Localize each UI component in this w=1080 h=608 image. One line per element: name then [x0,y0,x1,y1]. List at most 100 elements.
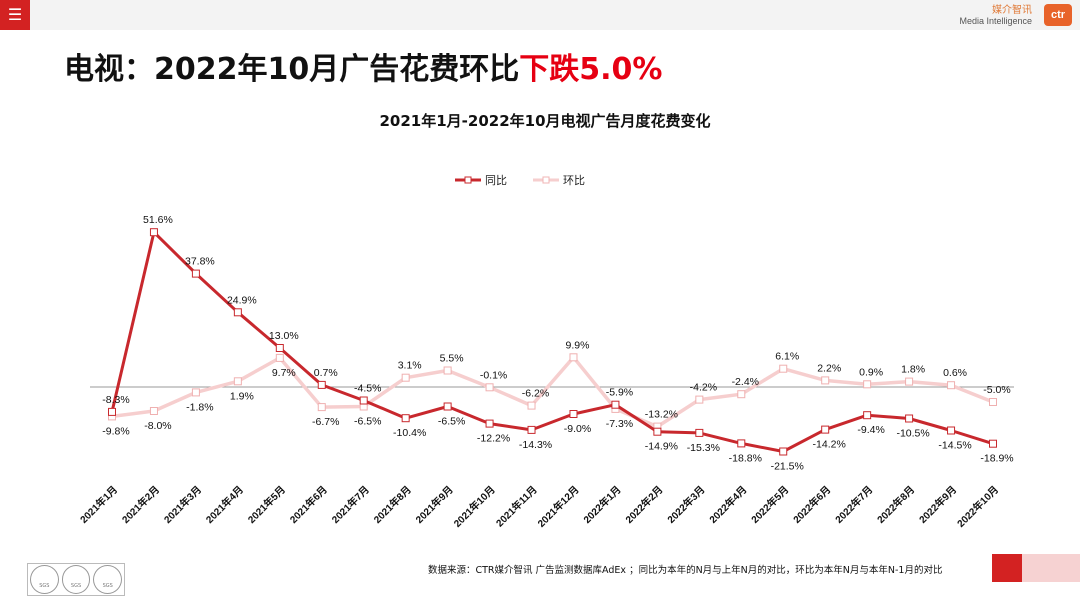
data-point-yoy [779,447,788,456]
x-tick-label: 2021年5月 [245,483,288,526]
data-point-yoy [863,411,872,420]
data-label-mom: -6.2% [522,388,549,400]
x-tick-label: 2022年10月 [954,483,1001,530]
data-point-mom [275,353,284,362]
hamburger-menu-icon[interactable]: ☰ [0,0,30,30]
x-tick-label: 2022年6月 [790,483,833,526]
data-label-mom: -2.4% [732,376,759,388]
data-point-yoy [905,414,914,423]
data-label-yoy: -10.5% [896,428,929,440]
x-tick-label: 2021年12月 [535,483,582,530]
data-point-mom [863,380,872,389]
data-point-mom [443,366,452,375]
footer-accent-pink [1022,554,1080,582]
sgs-badge-icon: SGS [61,565,91,594]
data-label-yoy: -14.2% [813,439,846,451]
data-label-mom: -4.2% [690,382,717,394]
data-point-mom [821,376,830,385]
data-point-yoy [611,400,620,409]
data-point-yoy [443,402,452,411]
data-point-yoy [401,414,410,423]
data-point-mom [989,398,997,406]
data-point-yoy [947,426,956,435]
data-point-yoy [653,427,662,436]
data-point-yoy [737,439,746,448]
footer-accent-red [992,554,1022,582]
data-label-yoy: -18.9% [980,453,1013,465]
data-label-yoy: 37.8% [185,256,215,268]
data-label-mom: -6.7% [312,416,339,428]
title-prefix: 电视：2022年10月广告花费环比 [64,52,520,87]
legend-item-yoy: 同比 [455,172,507,188]
data-point-mom [947,381,956,390]
data-label-yoy: -15.3% [687,442,720,454]
data-label-mom: -0.1% [480,369,507,381]
brand-en: Media Intelligence [959,16,1032,26]
x-tick-label: 2021年6月 [287,483,330,526]
legend-item-mom: 环比 [533,172,585,188]
data-point-yoy [821,425,830,434]
data-label-yoy: -5.9% [606,387,633,399]
data-point-mom [317,403,326,412]
data-label-yoy: 13.0% [269,330,299,342]
x-tick-label: 2022年8月 [874,483,917,526]
data-point-mom [233,377,242,386]
brand-cn: 媒介智讯 [992,5,1032,16]
data-label-mom: 1.9% [230,390,254,402]
legend-swatch-mom [533,176,559,184]
data-point-mom [569,353,578,362]
data-label-yoy: 24.9% [227,294,257,306]
slide-title: 电视：2022年10月广告花费环比下跌5.0% [64,44,662,88]
data-label-yoy: -9.4% [857,424,884,436]
x-tick-label: 2022年7月 [832,483,875,526]
data-label-mom: -7.3% [606,418,633,430]
title-highlight: 下跌5.0% [519,52,663,87]
data-point-mom [905,377,914,386]
data-point-yoy [695,428,704,437]
data-label-mom: -5.0% [983,384,1010,396]
legend-label-yoy: 同比 [485,174,507,187]
data-point-mom [695,395,704,404]
data-label-mom: -8.0% [144,420,171,432]
data-point-yoy [191,269,200,278]
x-tick-label: 2022年3月 [664,483,707,526]
x-tick-label: 2022年1月 [581,483,624,526]
series-line-yoy [110,230,994,453]
data-point-yoy [569,410,578,418]
data-label-mom: 9.7% [272,367,296,379]
data-label-mom: -6.5% [354,416,381,428]
data-label-yoy: -21.5% [771,461,804,473]
data-label-yoy: -12.2% [477,433,510,445]
x-tick-label: 2021年3月 [161,483,204,526]
data-point-mom [149,407,158,415]
data-source-note: 数据来源：CTR媒介智讯 广告监测数据库AdEx ；同比为本年的N月与上年N月的… [428,565,943,576]
data-label-mom: 0.6% [943,367,967,379]
x-tick-label: 2021年7月 [329,483,372,526]
data-label-mom: 9.9% [566,339,590,351]
data-label-yoy: -10.4% [393,427,426,439]
data-label-yoy: -9.0% [564,423,591,435]
data-label-yoy: -8.3% [102,394,129,406]
data-point-yoy [359,396,368,405]
data-point-mom [737,390,746,399]
brand-text: 媒介智讯 Media Intelligence [959,5,1032,27]
sgs-badge-icon: SGS [93,565,123,594]
data-label-mom: 3.1% [398,360,422,372]
x-tick-label: 2022年5月 [748,483,791,526]
certification-badges: SGS SGS SGS [27,563,125,596]
data-label-yoy: -6.5% [438,416,465,428]
data-label-mom: 0.9% [859,366,883,378]
ctr-logo: ctr [1044,4,1072,26]
data-point-mom [401,373,410,382]
x-tick-label: 2021年8月 [371,483,414,526]
data-label-mom: 2.2% [817,362,841,374]
data-point-yoy [527,425,536,434]
data-label-yoy: 51.6% [143,214,173,226]
legend-label-mom: 环比 [563,174,585,187]
data-point-yoy [275,344,284,352]
data-label-mom: -1.8% [186,401,213,413]
data-point-mom [191,388,200,397]
data-label-yoy: -14.3% [519,439,552,451]
x-tick-label: 2022年4月 [706,483,749,526]
